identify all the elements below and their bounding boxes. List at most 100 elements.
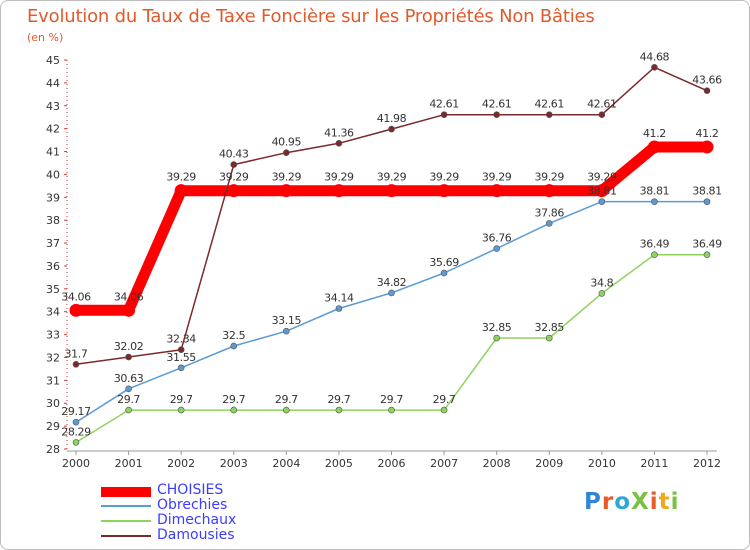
proxiti-logo: ProXiti xyxy=(584,489,680,515)
logo-letter: r xyxy=(601,489,615,515)
logo-letter: P xyxy=(584,489,602,515)
x-tick-label: 2000 xyxy=(62,457,90,470)
x-tick-label: 2011 xyxy=(640,457,668,470)
y-tick-label: 35 xyxy=(46,283,60,296)
logo-letter: o xyxy=(614,489,632,515)
data-label-choisies: 39.29 xyxy=(587,171,617,184)
data-point-damousies xyxy=(703,87,711,94)
y-tick-label: 39 xyxy=(46,191,60,204)
y-axis-unit: (en %) xyxy=(27,31,64,44)
logo-letter: t xyxy=(658,489,671,515)
data-point-obrechies xyxy=(651,198,658,205)
x-tick-label: 2008 xyxy=(483,457,511,470)
data-point-obrechies xyxy=(703,198,711,205)
x-tick-label: 2004 xyxy=(272,457,300,470)
y-tick-label: 42 xyxy=(46,123,60,136)
data-label-choisies: 39.29 xyxy=(219,171,249,184)
data-point-choisies xyxy=(647,140,661,154)
data-point-obrechies xyxy=(493,245,500,252)
y-tick-label: 37 xyxy=(46,237,60,250)
data-point-dimechaux xyxy=(493,334,500,342)
legend-label-choisies: CHOISIES xyxy=(157,482,224,498)
y-tick-label: 45 xyxy=(46,54,60,67)
data-label-obrechies: 29.17 xyxy=(61,405,91,418)
data-point-obrechies xyxy=(598,198,606,205)
legend-swatch-damousies xyxy=(101,535,151,537)
y-tick-label: 34 xyxy=(46,306,60,319)
data-label-obrechies: 38.81 xyxy=(640,185,670,198)
data-point-choisies xyxy=(122,303,136,317)
data-label-choisies: 39.29 xyxy=(272,171,302,184)
y-tick-label: 31 xyxy=(46,374,60,387)
data-point-choisies xyxy=(227,184,241,198)
data-point-obrechies xyxy=(72,418,80,426)
y-tick-label: 44 xyxy=(46,77,60,90)
data-point-damousies xyxy=(72,361,80,368)
data-point-obrechies xyxy=(545,220,553,227)
data-point-choisies xyxy=(69,303,83,317)
y-tick-label: 40 xyxy=(46,168,60,181)
y-tick-label: 43 xyxy=(46,100,60,113)
data-label-obrechies: 37.86 xyxy=(535,206,565,219)
data-point-dimechaux xyxy=(177,406,185,414)
x-tick-label: 2012 xyxy=(693,457,721,470)
data-label-obrechies: 34.82 xyxy=(377,276,407,289)
data-point-dimechaux xyxy=(703,251,711,259)
data-label-obrechies: 30.63 xyxy=(114,372,144,385)
chart-axes: 28 29 30 31 32 33 34 35 36 37 38 39 40 41 42 43 44 45 2000… xyxy=(46,54,721,470)
data-label-obrechies: 31.55 xyxy=(166,351,196,364)
logo-letter: i xyxy=(649,489,659,515)
data-point-damousies xyxy=(440,111,448,118)
logo-letter: i xyxy=(670,489,680,515)
data-label-damousies: 42.61 xyxy=(429,98,459,111)
data-label-choisies: 41.2 xyxy=(643,127,666,140)
data-label-choisies: 39.29 xyxy=(429,171,459,184)
data-point-dimechaux xyxy=(651,251,658,259)
data-label-dimechaux: 36.49 xyxy=(692,238,722,251)
y-tick-label: 36 xyxy=(46,260,60,273)
data-label-choisies: 34.06 xyxy=(114,290,144,303)
chart-title: Evolution du Taux de Taxe Foncière sur l… xyxy=(27,6,595,27)
series-line-obrechies xyxy=(75,200,708,423)
data-point-choisies xyxy=(332,184,346,198)
data-point-damousies xyxy=(545,111,553,118)
x-tick-label: 2007 xyxy=(430,457,458,470)
data-point-dimechaux xyxy=(545,334,553,342)
data-label-choisies: 39.29 xyxy=(535,171,565,184)
x-tick-label: 2010 xyxy=(588,457,616,470)
y-tick-label: 33 xyxy=(46,329,60,342)
data-point-choisies xyxy=(437,184,451,198)
legend-swatch-choisies xyxy=(101,487,151,497)
data-label-obrechies: 38.81 xyxy=(587,185,617,198)
data-label-dimechaux: 32.85 xyxy=(482,321,512,334)
data-point-obrechies xyxy=(440,269,448,277)
data-point-damousies xyxy=(177,346,185,353)
data-label-obrechies: 33.15 xyxy=(272,314,302,327)
data-point-choisies xyxy=(174,184,188,198)
data-point-dimechaux xyxy=(440,406,448,414)
data-label-damousies: 42.61 xyxy=(587,98,617,111)
data-point-dimechaux xyxy=(598,290,606,297)
y-tick-label: 29 xyxy=(46,420,60,433)
x-tick-label: 2009 xyxy=(535,457,563,470)
data-point-damousies xyxy=(125,353,132,361)
data-point-damousies xyxy=(230,161,238,168)
data-point-choisies xyxy=(385,184,398,198)
data-point-obrechies xyxy=(283,327,290,335)
data-point-obrechies xyxy=(388,289,395,297)
x-tick-label: 2003 xyxy=(220,457,248,470)
data-label-dimechaux: 29.7 xyxy=(327,393,350,406)
series-points xyxy=(69,64,714,446)
data-label-dimechaux: 29.7 xyxy=(117,393,140,406)
data-point-choisies xyxy=(595,184,609,198)
data-label-choisies: 39.29 xyxy=(377,171,407,184)
data-label-damousies: 42.61 xyxy=(535,98,565,111)
data-label-choisies: 39.29 xyxy=(166,171,196,184)
data-point-dimechaux xyxy=(283,406,290,414)
data-point-choisies xyxy=(542,184,556,198)
x-tick-label: 2006 xyxy=(378,457,406,470)
data-label-damousies: 42.61 xyxy=(482,98,512,111)
data-point-damousies xyxy=(598,111,606,118)
data-label-damousies: 41.98 xyxy=(377,112,407,125)
